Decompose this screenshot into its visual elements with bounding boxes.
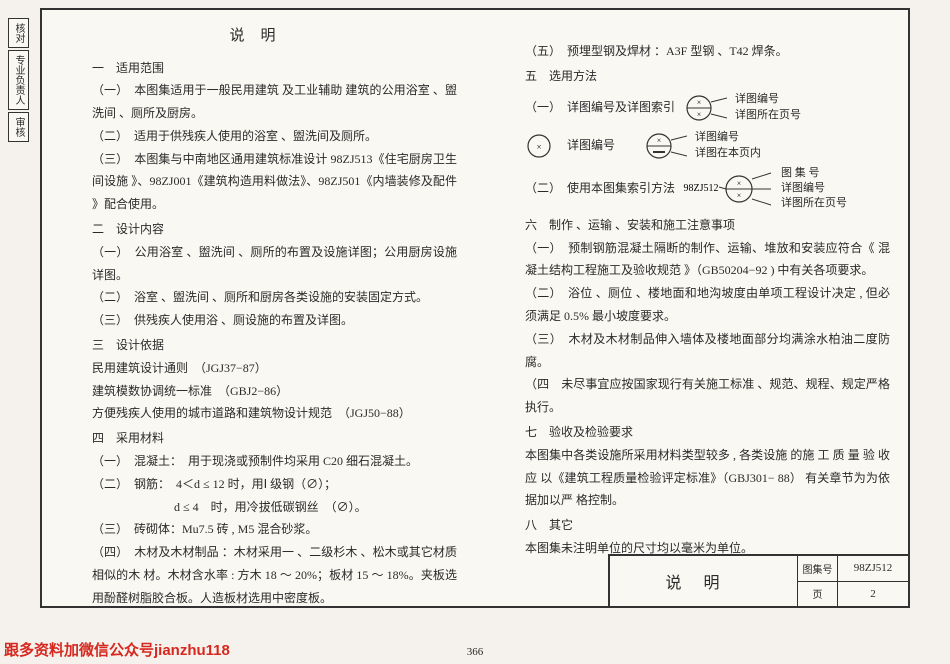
title-block-row: 页 2 [798,582,908,607]
label: 详图所在页号 [781,196,847,211]
para: （一） 混凝土： 用于现浇或预制件均采用 C20 细石混凝土。 [64,450,457,473]
tb-label: 图集号 [798,556,838,581]
title-block-row: 图集号 98ZJ512 [798,556,908,582]
title-block: 说明 图集号 98ZJ512 页 2 [608,554,908,606]
para: （二） 浴位 、厕位 、楼地面和地沟坡度由单项工程设计决定 , 但必须满足 0.… [497,282,890,328]
para: （一） 预制钢筋混凝土隔断的制作、运输、堆放和安装应符合《 混凝土结构工程施工及… [497,237,890,283]
tb-value: 2 [838,582,908,607]
tb-value: 98ZJ512 [838,556,908,581]
page-number: 366 [467,646,484,658]
svg-text:×: × [657,136,662,145]
para: 方便残疾人使用的城市道路和建筑物设计规范 （JGJ50−88） [64,402,457,425]
diagram-index-legend-2: × 详图编号 × 详图编号 详图在本页内 [525,128,890,164]
para: （四） 木材及木材制品 ：木材采用一 、二级杉木 、松木或其它材质相似的木 材。… [64,541,457,609]
page-frame: 说明 一 适用范围 （一） 本图集适用于一般民用建筑 及工业辅助 建筑的公用浴室… [40,8,910,608]
para: （五） 预埋型钢及焊材 ：A3F 型钢 、T42 焊条。 [497,40,890,63]
right-column: （五） 预埋型钢及焊材 ：A3F 型钢 、T42 焊条。 五 选用方法 （一） … [475,10,908,606]
legend-labels: 详图编号 详图在本页内 [695,130,761,161]
label: 详图编号 [567,134,615,157]
para-cont: d ≤ 4 时，用冷拔低碳钢丝 （∅）。 [64,496,457,519]
para: （三） 本图集与中南地区通用建筑标准设计 98ZJ513《住宅厨房卫生间设施 》… [64,148,457,216]
section-acceptance: 七 验收及检验要求 [497,421,890,444]
diagram-index-legend-1: （一） 详图编号及详图索引 × × 详图编号 详图所在页号 [525,90,890,126]
svg-text:×: × [697,110,702,119]
label: 详图所在页号 [735,108,801,123]
para: 本图集中各类设施所采用材料类型较多 , 各类设施 的施 工 质 量 验 收应 以… [497,444,890,512]
svg-text:×: × [737,191,742,200]
watermark-text: 跟多资料加微信公众号jianzhu118 [4,639,230,660]
side-tab: 审核 [8,112,29,142]
svg-text:×: × [697,98,702,107]
tb-label: 页 [798,582,838,607]
diagram-index-legend-3: （二） 使用本图集索引方法 98ZJ512 × × 图 集 号 详图编号 详图所… [525,166,890,212]
para: （二） 浴室 、盥洗间 、厕所和厨房各类设施的安装固定方式。 [64,286,457,309]
svg-text:×: × [737,179,742,188]
approval-side-tabs: 核对 专业负责人 审核 [8,18,36,144]
detail-symbol-half-icon: × [643,128,687,164]
para: （四 未尽事宜应按国家现行有关施工标准 、规范、规程、规定严格执行。 [497,373,890,419]
label: 图 集 号 [781,166,847,181]
content-columns: 说明 一 适用范围 （一） 本图集适用于一般民用建筑 及工业辅助 建筑的公用浴室… [42,10,908,606]
para: （三） 砖砌体：Mu7.5 砖 , M5 混合砂浆。 [64,518,457,541]
para: 民用建筑设计通则 （JGJ37−87） [64,357,457,380]
doc-title: 说明 [64,22,457,51]
para: （一） 本图集适用于一般民用建筑 及工业辅助 建筑的公用浴室 、盥洗间 、厕所及… [64,79,457,125]
legend-labels: 详图编号 详图所在页号 [735,92,801,123]
label: 详图编号 [781,181,847,196]
para: （三） 木材及木材制品伸入墙体及楼地面部分均满涂水柏油二度防腐。 [497,328,890,374]
label: （二） 使用本图集索引方法 [525,177,675,200]
para: （一） 公用浴室 、盥洗间 、厕所的布置及设施详图；公用厨房设施详图。 [64,241,457,287]
section-selection: 五 选用方法 [497,65,890,88]
section-materials: 四 采用材料 [64,427,457,450]
svg-text:×: × [536,142,541,152]
left-column: 说明 一 适用范围 （一） 本图集适用于一般民用建筑 及工业辅助 建筑的公用浴室… [42,10,475,606]
side-tab: 专业负责人 [8,50,29,110]
title-block-meta: 图集号 98ZJ512 页 2 [798,556,908,606]
para: （二） 适用于供残疾人使用的浴室 、盥洗间及厕所。 [64,125,457,148]
legend-labels: 图 集 号 详图编号 详图所在页号 [781,166,847,212]
title-block-title: 说明 [610,556,798,606]
detail-symbol-single-icon: × [525,132,559,160]
label: （一） 详图编号及详图索引 [525,96,675,119]
code-label: 98ZJ512 [684,183,719,194]
para: （三） 供残疾人使用浴 、厕设施的布置及详图。 [64,309,457,332]
side-tab: 核对 [8,18,29,48]
detail-symbol-split-icon: × × [683,90,727,126]
section-other: 八 其它 [497,514,890,537]
detail-symbol-collection-icon: 98ZJ512 × × [683,167,773,211]
section-construction: 六 制作 、运输 、安装和施工注意事项 [497,214,890,237]
label: 详图编号 [695,130,761,145]
section-scope: 一 适用范围 [64,57,457,80]
label: 详图在本页内 [695,146,761,161]
para: 建筑模数协调统一标准 （GBJ2−86） [64,380,457,403]
section-design-basis: 三 设计依据 [64,334,457,357]
section-design-content: 二 设计内容 [64,218,457,241]
label: 详图编号 [735,92,801,107]
para: （二） 钢筋： 4＜d ≤ 12 时，用Ⅰ 级钢（∅）； [64,473,457,496]
